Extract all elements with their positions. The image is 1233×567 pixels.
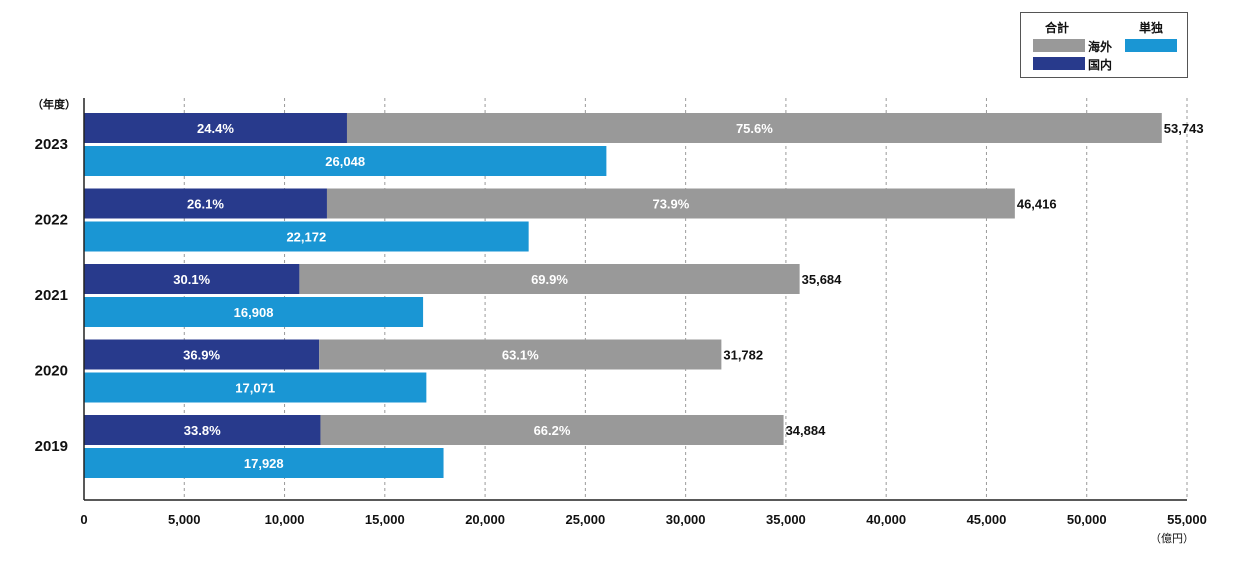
year-label: 2023: [35, 136, 68, 153]
x-tick-label: 0: [80, 512, 87, 527]
domestic-percent-label: 33.8%: [184, 423, 221, 438]
domestic-percent-label: 24.4%: [197, 121, 234, 136]
domestic-percent-label: 36.9%: [183, 348, 220, 363]
domestic-percent-label: 26.1%: [187, 197, 224, 212]
bar-overseas: [299, 264, 800, 294]
bars: [84, 113, 1162, 478]
overseas-percent-label: 63.1%: [502, 348, 539, 363]
legend-standalone-swatch: [1125, 39, 1177, 52]
x-tick-label: 30,000: [666, 512, 706, 527]
legend-standalone-heading: 単独: [1139, 21, 1164, 35]
total-value-label: 46,416: [1017, 197, 1057, 212]
standalone-value-label: 22,172: [286, 230, 326, 245]
legend-overseas-swatch: [1033, 39, 1085, 52]
x-tick-label: 5,000: [168, 512, 201, 527]
bar-standalone: [84, 146, 607, 176]
x-axis-unit: （億円）: [1150, 533, 1194, 545]
x-tick-label: 35,000: [766, 512, 806, 527]
year-label: 2020: [35, 363, 68, 380]
standalone-value-label: 16,908: [234, 305, 274, 320]
x-tick-label: 55,000: [1167, 512, 1207, 527]
bar-overseas: [326, 188, 1015, 219]
total-value-label: 34,884: [786, 423, 827, 438]
legend-overseas-label: 海外: [1088, 40, 1113, 54]
bar-domestic: [84, 339, 320, 370]
overseas-percent-label: 66.2%: [534, 423, 571, 438]
domestic-percent-label: 30.1%: [173, 272, 210, 287]
overseas-percent-label: 75.6%: [736, 121, 773, 136]
total-value-label: 35,684: [802, 272, 843, 287]
x-tick-label: 15,000: [365, 512, 405, 527]
bar-overseas: [319, 339, 722, 370]
overseas-percent-label: 73.9%: [652, 197, 689, 212]
legend-domestic-swatch: [1033, 57, 1085, 70]
year-label: 2022: [35, 212, 68, 229]
overseas-percent-label: 69.9%: [531, 272, 568, 287]
x-tick-label: 20,000: [465, 512, 505, 527]
legend-domestic-label: 国内: [1088, 58, 1113, 72]
x-tick-label: 40,000: [866, 512, 906, 527]
year-label: 2019: [35, 438, 68, 455]
bar-standalone: [84, 448, 444, 478]
legend: 合計 単独 海外 国内: [1020, 12, 1188, 78]
bar-standalone: [84, 372, 427, 403]
bar-domestic: [84, 113, 347, 143]
x-tick-label: 45,000: [967, 512, 1007, 527]
year-label: 2021: [35, 287, 68, 304]
standalone-value-label: 17,071: [235, 381, 275, 396]
labels: 0 5,000 10,000 15,000 20,000 25,000 30,000 35,0…: [35, 121, 1207, 527]
legend-total-heading: 合計: [1045, 21, 1070, 35]
axes: [83, 98, 1187, 501]
standalone-value-label: 26,048: [325, 154, 365, 169]
bar-overseas: [346, 113, 1162, 143]
bar-overseas: [320, 415, 784, 445]
bar-standalone: [84, 221, 529, 252]
total-value-label: 53,743: [1164, 121, 1204, 136]
bar-domestic: [84, 188, 327, 219]
total-value-label: 31,782: [723, 348, 763, 363]
y-axis-unit: （年度）: [32, 99, 76, 111]
x-tick-label: 25,000: [565, 512, 605, 527]
bar-domestic: [84, 415, 321, 445]
standalone-value-label: 17,928: [244, 456, 284, 471]
x-tick-label: 50,000: [1067, 512, 1107, 527]
bar-domestic: [84, 264, 300, 294]
bar-standalone: [84, 297, 424, 327]
x-tick-label: 10,000: [265, 512, 305, 527]
